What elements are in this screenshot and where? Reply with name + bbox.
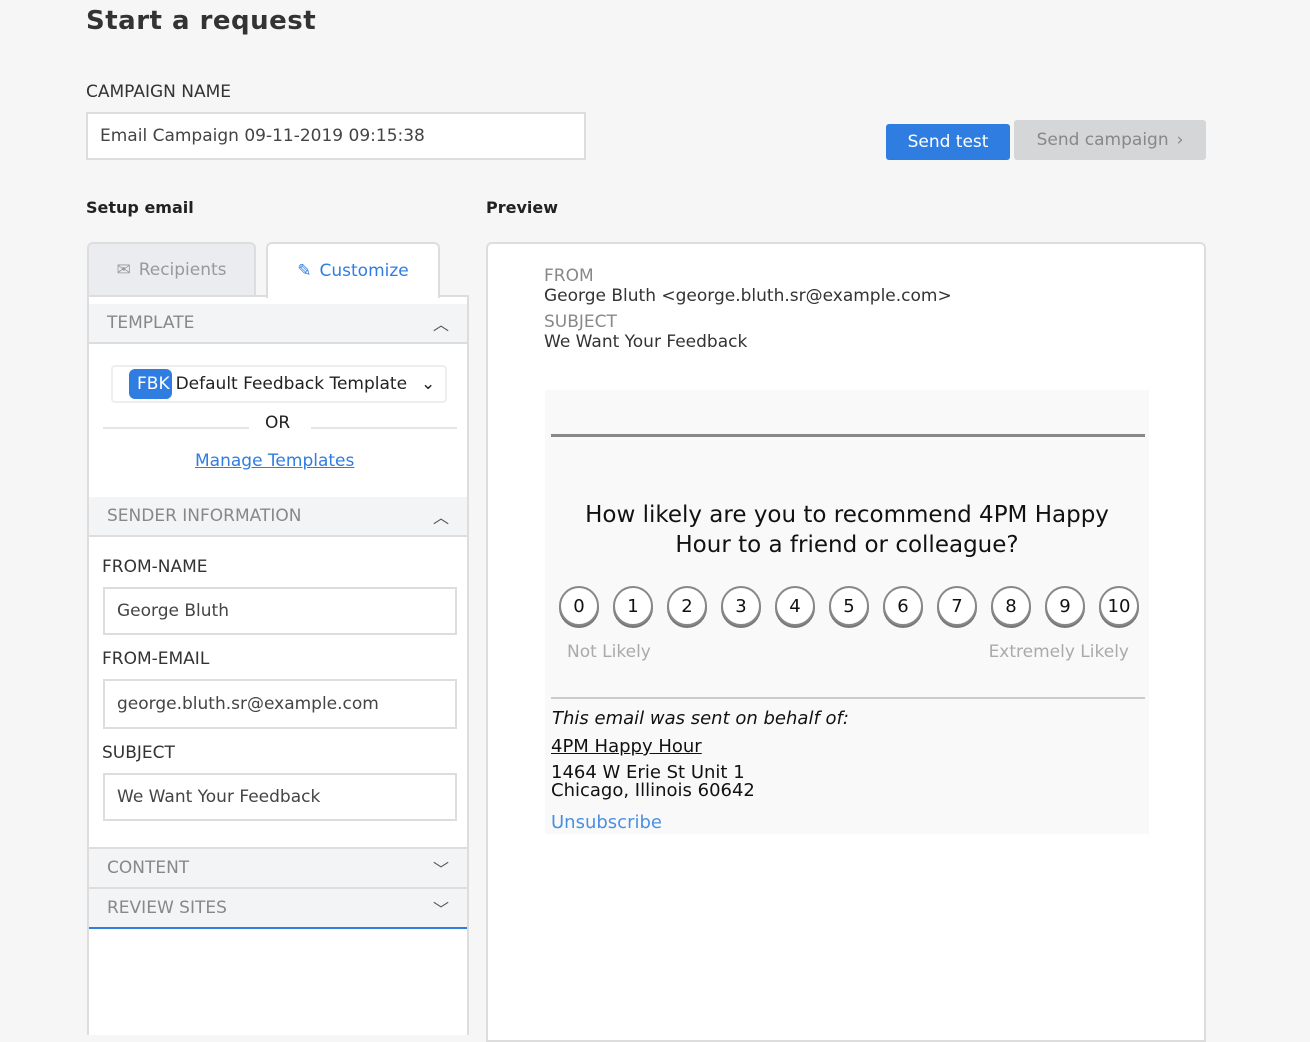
send-campaign-button[interactable]: Send campaign › xyxy=(1014,120,1206,160)
tab-customize-label: Customize xyxy=(319,261,409,281)
business-link[interactable]: 4PM Happy Hour xyxy=(551,736,702,757)
send-campaign-label: Send campaign xyxy=(1036,130,1169,150)
chevron-up-icon: ︿ xyxy=(432,508,449,527)
nps-score-9[interactable]: 9 xyxy=(1045,586,1085,626)
divider xyxy=(551,434,1145,437)
nps-score-2[interactable]: 2 xyxy=(667,586,707,626)
envelope-icon: ✉ xyxy=(116,260,131,280)
subject-value: We Want Your Feedback xyxy=(544,332,748,352)
divider xyxy=(551,697,1145,699)
preview-panel: FROM George Bluth <george.bluth.sr@examp… xyxy=(486,242,1206,1042)
chevron-up-icon: ︿ xyxy=(432,315,449,334)
subject-input[interactable]: We Want Your Feedback xyxy=(103,773,457,821)
from-email-label: FROM-EMAIL xyxy=(102,649,210,669)
sender-accordion-header[interactable]: SENDER INFORMATION ︿ xyxy=(89,497,467,537)
not-likely-label: Not Likely xyxy=(567,642,651,662)
template-badge: FBK xyxy=(129,369,172,399)
content-header-label: CONTENT xyxy=(107,858,190,878)
from-name-label: FROM-NAME xyxy=(102,557,208,577)
address-line-2: Chicago, Illinois 60642 xyxy=(551,780,755,801)
review-sites-header-label: REVIEW SITES xyxy=(107,898,227,918)
chevron-down-icon: ⌄ xyxy=(421,374,436,394)
nps-question: How likely are you to recommend 4PM Happ… xyxy=(585,502,1109,558)
review-sites-accordion-header[interactable]: REVIEW SITES ﹀ xyxy=(89,889,467,929)
nps-score-6[interactable]: 6 xyxy=(883,586,923,626)
tab-customize[interactable]: ✎ Customize xyxy=(266,242,440,298)
subject-label: SUBJECT xyxy=(544,312,617,332)
nps-score-8[interactable]: 8 xyxy=(991,586,1031,626)
edit-icon: ✎ xyxy=(297,261,312,281)
subject-label: SUBJECT xyxy=(102,743,175,763)
tab-recipients-label: Recipients xyxy=(138,260,227,280)
template-select[interactable]: FBK Default Feedback Template ⌄ xyxy=(111,365,447,403)
page-title: Start a request xyxy=(86,6,317,36)
from-value: George Bluth <george.bluth.sr@example.co… xyxy=(544,286,952,306)
chevron-down-icon: ﹀ xyxy=(432,900,449,919)
send-test-button[interactable]: Send test xyxy=(886,124,1010,160)
email-body: How likely are you to recommend 4PM Happ… xyxy=(545,390,1149,834)
tab-recipients[interactable]: ✉ Recipients xyxy=(87,242,256,296)
setup-email-heading: Setup email xyxy=(86,198,194,217)
address-line-1: 1464 W Erie St Unit 1 xyxy=(551,762,745,783)
divider xyxy=(103,427,249,429)
template-selected: Default Feedback Template xyxy=(175,374,408,394)
extremely-likely-label: Extremely Likely xyxy=(988,642,1129,662)
chevron-down-icon: ﹀ xyxy=(432,860,449,879)
nps-score-1[interactable]: 1 xyxy=(613,586,653,626)
nps-score-7[interactable]: 7 xyxy=(937,586,977,626)
sender-header-label: SENDER INFORMATION xyxy=(107,506,302,526)
nps-score-0[interactable]: 0 xyxy=(559,586,599,626)
nps-score-4[interactable]: 4 xyxy=(775,586,815,626)
nps-score-10[interactable]: 10 xyxy=(1099,586,1139,626)
campaign-name-input[interactable]: Email Campaign 09-11-2019 09:15:38 xyxy=(86,112,586,160)
from-email-input[interactable]: george.bluth.sr@example.com xyxy=(103,679,457,729)
template-header-label: TEMPLATE xyxy=(107,313,195,333)
template-accordion-header[interactable]: TEMPLATE ︿ xyxy=(89,304,467,344)
unsubscribe-link[interactable]: Unsubscribe xyxy=(551,812,662,833)
nps-scale: 0 1 2 3 4 5 6 7 8 9 10 xyxy=(559,586,1139,626)
divider xyxy=(311,427,457,429)
preview-heading: Preview xyxy=(486,198,559,217)
setup-panel: TEMPLATE ︿ FBK Default Feedback Template … xyxy=(87,295,469,1035)
nps-score-3[interactable]: 3 xyxy=(721,586,761,626)
from-label: FROM xyxy=(544,266,594,286)
nps-score-5[interactable]: 5 xyxy=(829,586,869,626)
campaign-name-label: CAMPAIGN NAME xyxy=(86,82,232,102)
manage-templates-link[interactable]: Manage Templates xyxy=(195,451,355,471)
or-label: OR xyxy=(265,413,291,433)
content-accordion-header[interactable]: CONTENT ﹀ xyxy=(89,847,467,889)
from-name-input[interactable]: George Bluth xyxy=(103,587,457,635)
chevron-right-icon: › xyxy=(1176,130,1184,150)
behalf-text: This email was sent on behalf of: xyxy=(552,708,849,729)
